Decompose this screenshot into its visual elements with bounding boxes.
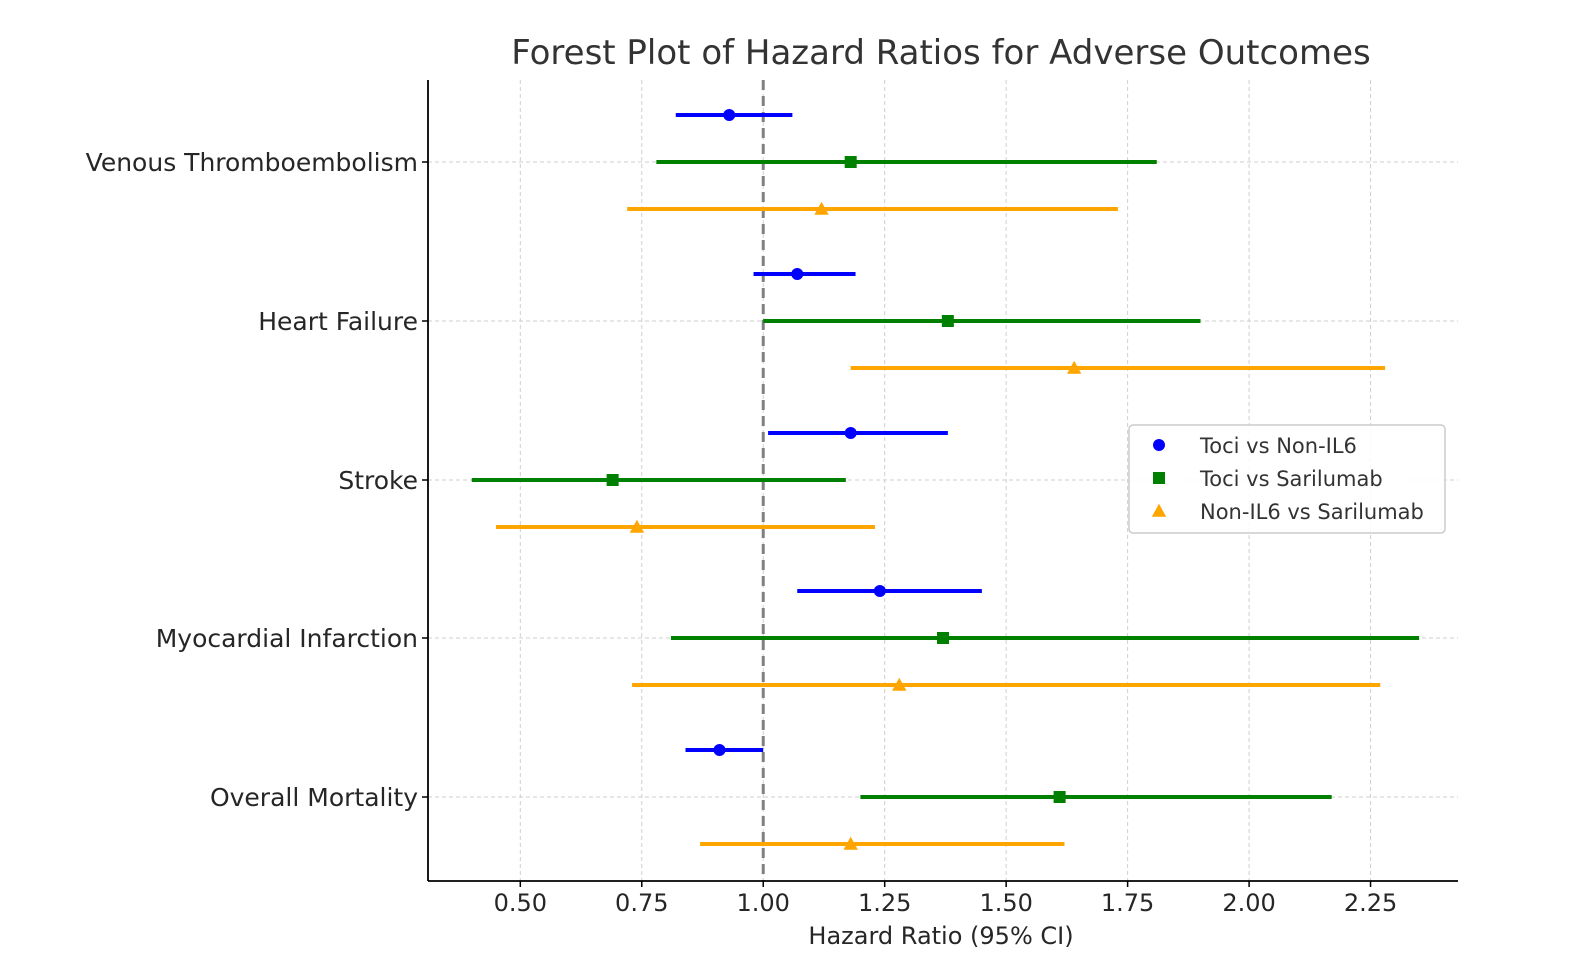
y-tick-label: Stroke <box>338 466 418 495</box>
chart-title: Forest Plot of Hazard Ratios for Adverse… <box>511 33 1370 73</box>
point-estimate <box>937 632 949 644</box>
point-estimate <box>606 474 619 486</box>
point-estimate <box>814 201 829 215</box>
point-estimate <box>723 109 736 121</box>
legend-label: Non-IL6 vs Sarilumab <box>1200 500 1424 524</box>
legend-marker <box>1153 439 1165 451</box>
legend-marker <box>1151 503 1167 517</box>
point-estimate <box>844 156 857 168</box>
legend-label: Toci vs Sarilumab <box>1199 467 1383 491</box>
series-group <box>471 109 1420 850</box>
x-tick-label: 1.50 <box>979 889 1032 917</box>
point-estimate <box>873 585 886 597</box>
x-tick-label: 1.25 <box>858 889 911 917</box>
legend: Toci vs Non-IL6 Toci vs Sarilumab Non-IL6 … <box>1128 424 1446 534</box>
x-tick-label: 1.00 <box>737 889 790 917</box>
y-tick-label: Heart Failure <box>258 307 418 336</box>
x-axis-ticks: 0.50 0.75 1.00 1.25 1.50 1.75 2.00 2.25 <box>494 881 1397 917</box>
point-estimate <box>629 519 645 533</box>
legend-marker <box>1153 472 1165 484</box>
point-estimate <box>843 836 858 850</box>
point-estimate <box>1053 791 1066 803</box>
point-estimate <box>844 427 857 439</box>
legend-label: Toci vs Non-IL6 <box>1199 434 1357 458</box>
point-estimate <box>791 268 804 280</box>
x-tick-label: 2.00 <box>1222 889 1275 917</box>
y-axis-ticks: Venous Thromboembolism Heart Failure Strok… <box>86 148 428 812</box>
y-tick-label: Myocardial Infarction <box>156 624 418 653</box>
point-estimate <box>713 744 726 756</box>
point-estimate <box>892 677 907 691</box>
point-estimate <box>1066 360 1082 374</box>
y-tick-label: Overall Mortality <box>210 783 418 812</box>
point-estimate <box>941 315 954 327</box>
series-1 <box>675 109 982 756</box>
series-2 <box>471 156 1420 803</box>
y-tick-label: Venous Thromboembolism <box>86 148 418 177</box>
x-axis-label: Hazard Ratio (95% CI) <box>808 922 1073 950</box>
x-tick-label: 2.25 <box>1344 889 1397 917</box>
legend-box <box>1128 424 1446 534</box>
x-tick-label: 0.50 <box>494 889 547 917</box>
x-tick-label: 0.75 <box>615 889 668 917</box>
x-tick-label: 1.75 <box>1101 889 1154 917</box>
series-3 <box>496 201 1386 850</box>
